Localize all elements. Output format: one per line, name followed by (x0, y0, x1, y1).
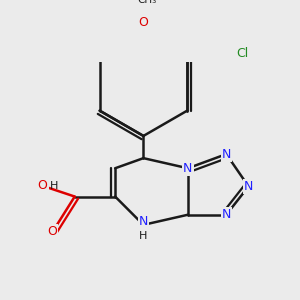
Text: H: H (50, 181, 58, 190)
Text: N: N (222, 208, 231, 221)
Text: N: N (244, 180, 253, 193)
Text: Cl: Cl (237, 46, 249, 60)
Text: O: O (47, 225, 57, 239)
Text: O: O (139, 16, 148, 29)
Text: O: O (38, 179, 47, 192)
Text: N: N (183, 162, 193, 175)
Text: CH₃: CH₃ (137, 0, 157, 4)
Text: N: N (222, 148, 231, 160)
Text: N: N (139, 215, 148, 228)
Text: H: H (139, 231, 148, 241)
